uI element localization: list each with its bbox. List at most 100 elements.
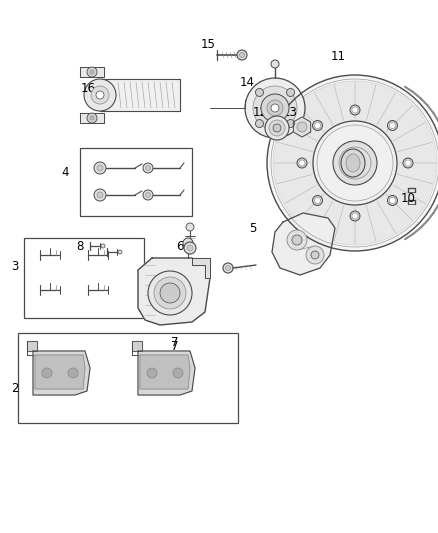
Polygon shape	[293, 117, 311, 137]
Text: 15: 15	[201, 38, 215, 52]
Polygon shape	[35, 355, 85, 389]
Circle shape	[253, 86, 297, 130]
Circle shape	[237, 50, 247, 60]
Circle shape	[313, 196, 322, 206]
Bar	[18, 333, 238, 423]
Circle shape	[286, 119, 295, 127]
Circle shape	[313, 121, 397, 205]
Circle shape	[240, 52, 244, 58]
Circle shape	[389, 123, 396, 128]
Circle shape	[314, 198, 321, 204]
Text: 8: 8	[76, 239, 84, 253]
Circle shape	[87, 67, 97, 77]
Text: 16: 16	[81, 82, 95, 94]
Circle shape	[261, 94, 289, 122]
Circle shape	[101, 244, 105, 248]
Circle shape	[84, 79, 116, 111]
Circle shape	[352, 107, 358, 113]
Circle shape	[160, 283, 180, 303]
Polygon shape	[80, 113, 104, 123]
Circle shape	[333, 141, 377, 185]
Circle shape	[90, 70, 94, 74]
Circle shape	[271, 60, 279, 68]
Circle shape	[148, 271, 192, 315]
Circle shape	[273, 81, 437, 245]
Circle shape	[118, 250, 122, 254]
Circle shape	[388, 196, 397, 206]
Circle shape	[147, 368, 157, 378]
Circle shape	[173, 368, 183, 378]
Circle shape	[184, 242, 196, 254]
Circle shape	[226, 265, 230, 271]
Circle shape	[313, 120, 322, 131]
Text: 10: 10	[401, 191, 415, 205]
Circle shape	[255, 88, 263, 96]
Circle shape	[183, 238, 193, 248]
Polygon shape	[272, 213, 335, 275]
Polygon shape	[140, 355, 190, 389]
Circle shape	[299, 160, 305, 166]
Bar	[24, 238, 144, 318]
Bar	[80, 148, 192, 216]
Circle shape	[97, 192, 103, 198]
Circle shape	[388, 120, 397, 131]
Circle shape	[245, 78, 305, 138]
Circle shape	[306, 246, 324, 264]
Text: 12: 12	[252, 106, 268, 118]
Circle shape	[186, 223, 194, 231]
Circle shape	[389, 198, 396, 204]
Circle shape	[352, 213, 358, 219]
Polygon shape	[27, 341, 37, 351]
Text: 9: 9	[203, 257, 211, 271]
Polygon shape	[138, 258, 210, 325]
Circle shape	[187, 245, 193, 251]
Circle shape	[68, 368, 78, 378]
Circle shape	[286, 88, 295, 96]
Text: 13: 13	[283, 106, 297, 118]
Polygon shape	[100, 79, 180, 111]
Polygon shape	[132, 341, 142, 351]
Polygon shape	[80, 67, 104, 77]
Circle shape	[90, 116, 94, 120]
Text: 3: 3	[11, 261, 19, 273]
Polygon shape	[138, 351, 195, 395]
Circle shape	[143, 190, 153, 200]
Text: 11: 11	[331, 51, 346, 63]
Circle shape	[145, 192, 151, 198]
Circle shape	[269, 120, 285, 136]
Circle shape	[403, 158, 413, 168]
Ellipse shape	[341, 149, 365, 177]
Circle shape	[223, 263, 233, 273]
Circle shape	[311, 251, 319, 259]
Circle shape	[287, 230, 307, 250]
Circle shape	[273, 124, 281, 132]
Text: 4: 4	[61, 166, 69, 179]
Text: 1: 1	[158, 302, 166, 314]
Text: 7: 7	[171, 341, 179, 353]
Text: 6: 6	[176, 239, 184, 253]
Circle shape	[97, 165, 103, 171]
Circle shape	[42, 368, 52, 378]
Circle shape	[313, 121, 397, 205]
Polygon shape	[33, 351, 90, 395]
Circle shape	[292, 235, 302, 245]
Circle shape	[265, 116, 289, 140]
Polygon shape	[192, 258, 210, 278]
Circle shape	[297, 158, 307, 168]
Circle shape	[145, 166, 151, 171]
Circle shape	[91, 86, 109, 104]
Circle shape	[350, 105, 360, 115]
Circle shape	[405, 160, 411, 166]
Text: 7: 7	[171, 335, 179, 349]
Circle shape	[94, 162, 106, 174]
Circle shape	[314, 123, 321, 128]
Text: 5: 5	[249, 222, 257, 235]
Circle shape	[96, 91, 104, 99]
Circle shape	[154, 277, 186, 309]
Circle shape	[143, 163, 153, 173]
Text: 2: 2	[11, 382, 19, 394]
Circle shape	[350, 211, 360, 221]
Ellipse shape	[346, 154, 360, 172]
Circle shape	[267, 75, 438, 251]
Text: 14: 14	[240, 76, 254, 88]
